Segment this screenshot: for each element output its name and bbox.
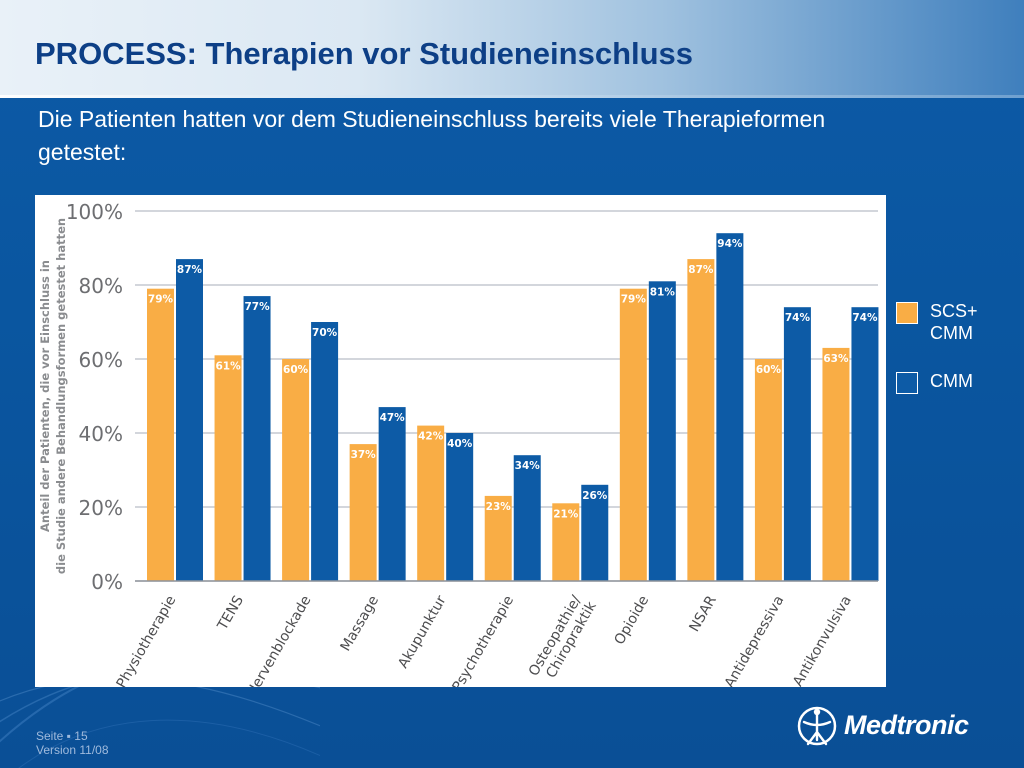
x-tick-label: Physiotherapie xyxy=(114,593,180,687)
x-tick-label: Nervenblockade xyxy=(244,593,315,687)
x-tick-label: NSAR xyxy=(687,593,720,635)
bar xyxy=(484,495,512,581)
y-tick-label: 20% xyxy=(79,496,123,520)
y-axis-title: Anteil der Patienten, die vor Einschluss… xyxy=(38,260,52,532)
bar xyxy=(822,347,850,581)
x-tick-label: Opioide xyxy=(612,593,653,648)
y-tick-label: 40% xyxy=(79,422,123,446)
bar-value-label: 42% xyxy=(418,431,444,443)
bar-value-label: 81% xyxy=(650,286,676,298)
slide-subtitle: Die Patienten hatten vor dem Studieneins… xyxy=(38,106,826,165)
bar xyxy=(282,359,310,581)
chart-panel: 0% 20% 40% 60% 80% 100% Anteil der Patienten, … xyxy=(35,195,886,687)
bar-value-label: 79% xyxy=(621,294,647,306)
bar-value-label: 94% xyxy=(717,238,743,250)
legend-label-cmm: CMM xyxy=(930,371,973,391)
header-divider xyxy=(0,95,1024,98)
bar xyxy=(176,259,203,581)
bar-value-label: 87% xyxy=(688,264,714,276)
bar xyxy=(552,503,580,581)
bar xyxy=(417,425,445,581)
bar-value-label: 61% xyxy=(215,360,241,372)
medtronic-logo: Medtronic xyxy=(796,704,996,748)
legend-swatch-scs-cmm xyxy=(896,302,918,324)
bar-value-label: 47% xyxy=(380,412,406,424)
x-tick-label: Massage xyxy=(338,593,383,654)
bar xyxy=(446,433,474,581)
bar xyxy=(581,484,609,581)
bar xyxy=(147,288,174,581)
x-tick-label: Antikonvulsiva xyxy=(790,593,855,687)
bar-value-label: 37% xyxy=(351,449,377,461)
bar xyxy=(783,307,811,581)
bar-value-label: 77% xyxy=(244,301,270,313)
y-tick-label: 0% xyxy=(91,570,123,594)
bar-chart: 0% 20% 40% 60% 80% 100% Anteil der Patienten, … xyxy=(38,200,879,687)
bar-value-label: 34% xyxy=(515,460,541,472)
legend-swatch-cmm xyxy=(896,372,918,394)
x-tick-label: Antidepressiva xyxy=(722,593,788,687)
bar xyxy=(687,259,715,581)
slide-footer: Seite ▪ 15 Version 11/08 xyxy=(36,729,109,757)
x-tick-label: TENS xyxy=(214,593,247,634)
y-tick-label: 60% xyxy=(79,348,123,372)
bar xyxy=(754,359,782,581)
slide-title: PROCESS: Therapien vor Studieneinschluss xyxy=(35,36,694,71)
bar xyxy=(243,296,271,581)
logo-text: Medtronic xyxy=(844,710,969,740)
bar-value-label: 40% xyxy=(447,438,473,450)
y-tick-label: 80% xyxy=(79,274,123,298)
bar-value-label: 70% xyxy=(312,327,338,339)
bar-value-label: 60% xyxy=(283,364,309,376)
bar-value-label: 87% xyxy=(177,264,203,276)
bar-value-label: 74% xyxy=(785,312,811,324)
bar-value-label: 63% xyxy=(823,353,849,365)
bar xyxy=(513,455,541,581)
bar xyxy=(716,233,744,581)
bar-value-label: 79% xyxy=(148,294,174,306)
medtronic-figure-icon xyxy=(797,706,837,746)
bar xyxy=(349,444,377,581)
legend-label-scs-cmm: SCS+ CMM xyxy=(930,301,978,343)
bar xyxy=(378,407,406,581)
bar xyxy=(311,322,339,581)
y-axis-title: die Studie andere Behandlungsformen gete… xyxy=(54,218,68,574)
bar xyxy=(648,281,676,581)
bar-value-label: 23% xyxy=(486,501,512,513)
bar-value-label: 26% xyxy=(582,490,608,502)
bar-value-label: 60% xyxy=(756,364,782,376)
bar xyxy=(619,288,647,581)
page-number: Seite ▪ 15 xyxy=(36,729,88,743)
bar xyxy=(851,307,879,581)
bar-value-label: 21% xyxy=(553,508,579,520)
version-label: Version 11/08 xyxy=(36,743,109,757)
header-band xyxy=(0,0,1024,95)
bar-value-label: 74% xyxy=(852,312,878,324)
bar xyxy=(214,355,242,581)
x-tick-label: Akupunktur xyxy=(395,593,449,671)
y-tick-label: 100% xyxy=(66,200,123,224)
x-tick-label: Psychotherapie xyxy=(450,593,518,687)
